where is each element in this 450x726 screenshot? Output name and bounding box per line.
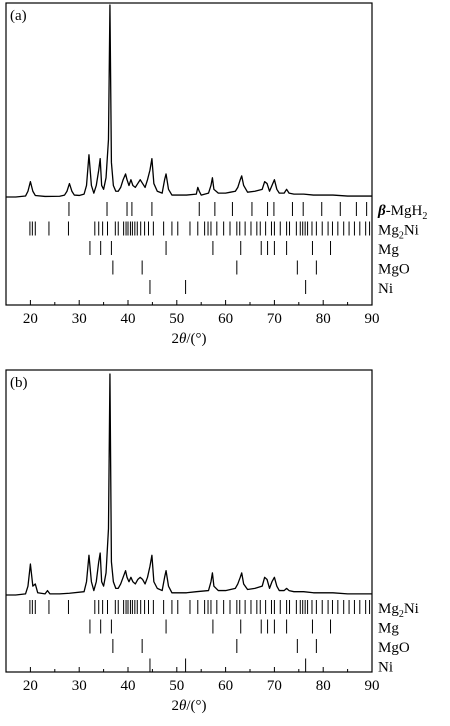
plot-frame — [5, 2, 373, 306]
x-tick-label: 50 — [169, 311, 184, 327]
plot-frame — [5, 369, 373, 673]
xrd-pattern-line — [6, 4, 372, 198]
x-tick-label: 40 — [121, 311, 136, 327]
x-tick-label: 70 — [267, 678, 282, 694]
x-tick-label: 20 — [23, 311, 38, 327]
phase-row-Mg2Ni: Mg2Ni — [29, 600, 419, 620]
x-tick-label: 20 — [23, 678, 38, 694]
x-tick-label: 60 — [218, 678, 233, 694]
xrd-pattern-line — [6, 373, 372, 596]
phase-label: Ni — [378, 660, 393, 676]
phase-row-Mg2Ni: Mg2Ni — [29, 221, 419, 242]
x-tick-label: 50 — [169, 678, 184, 694]
phase-label: Mg — [378, 621, 399, 637]
phase-row-β-MgH2: β-MgH2 — [68, 202, 427, 222]
x-tick-label: 40 — [121, 678, 136, 694]
phase-label: β-MgH2 — [377, 203, 427, 222]
phase-label: Mg2Ni — [378, 601, 419, 620]
panel-label: (a) — [10, 8, 27, 24]
x-tick-label: 80 — [316, 678, 331, 694]
x-tick-label: 80 — [316, 311, 331, 327]
phase-label: Ni — [378, 281, 393, 297]
phase-row-MgO: MgO — [112, 639, 410, 656]
x-tick-label: 70 — [267, 311, 282, 327]
phase-label: Mg2Ni — [378, 223, 419, 242]
x-axis-label: 2θ/(°) — [171, 698, 206, 714]
x-tick-label: 90 — [365, 678, 380, 694]
x-tick-label: 60 — [218, 311, 233, 327]
phase-label: MgO — [378, 262, 410, 278]
panel-label: (b) — [10, 375, 28, 391]
phase-row-MgO: MgO — [112, 260, 410, 278]
x-tick-label: 30 — [72, 311, 87, 327]
phase-row-Mg: Mg — [89, 619, 399, 637]
x-tick-label: 90 — [365, 311, 380, 327]
phase-label: Mg — [378, 242, 399, 258]
phase-label: MgO — [378, 640, 410, 656]
phase-row-Mg: Mg — [89, 241, 399, 258]
x-axis-label: 2θ/(°) — [171, 331, 206, 347]
phase-row-Ni: Ni — [149, 280, 393, 297]
x-tick-label: 30 — [72, 678, 87, 694]
phase-row-Ni: Ni — [149, 658, 393, 676]
